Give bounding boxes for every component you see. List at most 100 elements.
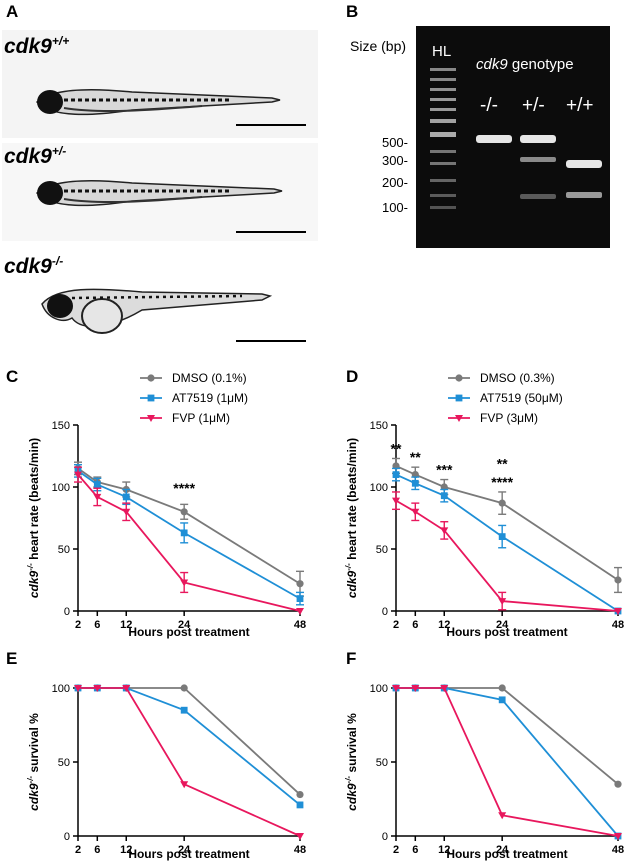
legend-label-at7519: AT7519 (1μM) [172,391,248,405]
data-point-at7519 [122,493,130,501]
gel-size-500: 500- [381,135,408,150]
y-axis-label: cdk9-/- heart rate (beats/min) [344,438,359,598]
y-axis-label-sup: -/- [344,563,353,571]
fish-wt-drawing [35,88,281,116]
gel-size-100: 100- [381,200,408,215]
x-axis-label: Hours post treatment [446,847,567,861]
data-point-dmso [614,780,622,788]
data-point-fvp [392,497,400,505]
data-point-fvp [440,527,449,535]
x-tick-label: 6 [412,844,418,856]
significance-label: **** [173,480,195,496]
x-tick-label: 2 [393,619,399,631]
x-tick-label: 12 [120,619,132,631]
data-point-at7519 [498,533,506,540]
y-axis-label-sup: -/- [26,776,35,784]
panel-letter-d: D [346,367,359,386]
significance-label: **** [491,474,513,490]
series-line-fvp [395,499,619,612]
fish-mut-drawing [41,288,273,334]
x-tick-label: 24 [496,844,509,856]
x-tick-label: 2 [393,844,399,856]
gel-ladder-label: HL [432,43,452,60]
y-tick-label: 50 [376,757,388,769]
y-axis-label-gene: cdk9 [345,570,359,598]
data-point-dmso [180,684,188,692]
y-tick-label: 50 [58,544,70,556]
y-tick-label: 0 [382,831,388,843]
gel-size-title: Size (bp) [350,38,407,54]
y-axis-label-sup: -/- [344,776,353,784]
data-point-at7519 [440,492,448,500]
scale-bar-wt [236,124,306,126]
x-tick-label: 48 [612,844,624,856]
data-point-fvp [411,685,420,692]
gel-image [416,26,610,248]
chart-d: 0 50 100 150 2 6 12 24 48 Hours post treatment cdk… [344,371,624,639]
x-tick-label: 6 [412,619,418,631]
series-line-fvp [78,687,301,837]
panel-letter-b: B [346,2,359,21]
fish-label-wt: cdk9+/+ [4,34,70,58]
y-tick-label: 100 [52,683,70,695]
gel-lane-label-3: +/+ [566,95,594,116]
y-tick-label: 100 [370,683,388,695]
y-tick-label: 0 [382,606,388,618]
x-tick-label: 12 [438,619,450,631]
x-tick-label: 24 [496,619,509,631]
chart-e: 0 50 100 2 6 12 24 48 Hours post treatment cdk9-/… [26,683,306,861]
data-point-dmso [296,790,304,799]
series-at7519 [392,467,622,615]
data-point-fvp [411,508,420,516]
chart-f: 0 50 100 2 6 12 24 48 Hours post treatment cdk9-/… [344,683,624,861]
data-point-fvp [180,781,189,789]
x-tick-label: 12 [120,844,132,856]
x-axis-label: Hours post treatment [446,625,567,639]
fish-image-wt [2,30,318,138]
data-point-at7519 [180,529,188,537]
fish-image-het [2,143,318,241]
y-axis-label: cdk9-/- heart rate (beats/min) [26,438,41,598]
data-point-fvp [93,685,102,692]
scale-bar-het [236,231,306,233]
x-tick-label: 48 [294,619,306,631]
y-tick-label: 150 [370,420,388,432]
y-axis-label-sup: -/- [26,563,35,571]
data-point-at7519 [392,471,400,478]
series-line-dmso [396,687,619,785]
data-point-fvp [180,579,189,587]
gel-size-200: 200- [381,175,408,190]
data-point-fvp [122,685,131,692]
data-point-fvp [498,812,507,820]
gel-lane-label-1: -/- [480,95,498,116]
y-tick-label: 100 [370,482,388,494]
series-fvp [74,466,304,615]
x-tick-label: 24 [178,619,191,631]
data-point-dmso [498,684,506,692]
x-tick-label: 48 [612,619,624,631]
series-dmso [392,684,622,788]
scale-bar-mut [236,340,306,342]
data-point-at7519 [498,696,506,704]
legend-label-fvp: FVP (3μM) [480,411,538,425]
chart-c: 0 50 100 150 2 6 12 24 48 Hours post treatment cdk… [26,371,306,639]
data-point-fvp [498,598,507,606]
legend-label-fvp: FVP (1μM) [172,411,230,425]
data-point-dmso [614,576,622,584]
y-axis-label-rest: survival % [345,713,359,776]
data-point-fvp [74,471,82,479]
x-tick-label: 6 [94,619,100,631]
data-point-fvp [614,608,622,615]
series-line-fvp [396,687,619,837]
series-line-at7519 [78,687,301,806]
data-point-at7519 [411,479,419,487]
gel-bands [430,68,602,209]
series-fvp [392,491,622,615]
data-point-dmso [498,499,506,507]
fish-image-mut [2,248,318,352]
gel-size-300: 300- [381,153,408,168]
x-tick-label: 24 [178,844,191,856]
y-tick-label: 0 [64,606,70,618]
x-tick-label: 6 [94,844,100,856]
x-tick-label: 12 [438,844,450,856]
